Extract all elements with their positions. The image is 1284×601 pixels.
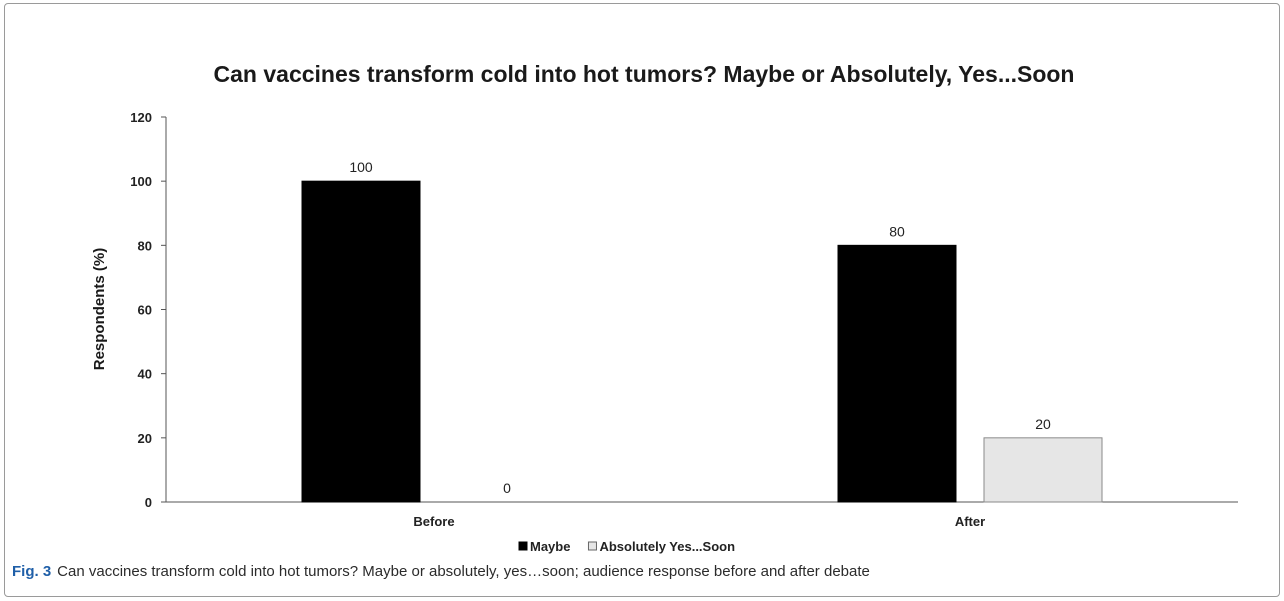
x-ticks: Before After xyxy=(413,514,985,529)
y-tick-label: 100 xyxy=(130,174,152,189)
y-tick-label: 20 xyxy=(138,431,152,446)
legend: Maybe Absolutely Yes...Soon xyxy=(518,539,735,554)
bar xyxy=(983,437,1103,503)
bar xyxy=(301,180,421,503)
chart-title: Can vaccines transform cold into hot tum… xyxy=(214,61,1075,87)
x-tick-label: Before xyxy=(413,514,454,529)
legend-swatch xyxy=(518,541,528,551)
data-labels: 100 0 80 20 xyxy=(349,159,1051,496)
y-tick-label: 60 xyxy=(138,303,152,318)
legend-label: Maybe xyxy=(530,539,570,554)
data-label: 100 xyxy=(349,159,373,175)
y-axis-label: Respondents (%) xyxy=(91,248,108,371)
data-label: 20 xyxy=(1035,416,1051,432)
y-ticks: 0 20 40 60 80 100 120 xyxy=(130,110,166,510)
legend-label: Absolutely Yes...Soon xyxy=(599,539,735,554)
caption-text: Can vaccines transform cold into hot tum… xyxy=(57,563,870,580)
caption-label: Fig. 3 xyxy=(12,563,52,580)
x-tick-label: After xyxy=(955,514,985,529)
data-label: 80 xyxy=(889,223,905,239)
figure-caption: Fig. 3 Can vaccines transform cold into h… xyxy=(12,563,1272,580)
y-tick-label: 0 xyxy=(145,495,152,510)
y-tick-label: 120 xyxy=(130,110,152,125)
bar xyxy=(837,244,957,503)
figure-frame xyxy=(4,3,1280,597)
data-label: 0 xyxy=(503,480,511,496)
y-tick-label: 80 xyxy=(138,238,152,253)
bars xyxy=(301,180,1103,503)
legend-swatch xyxy=(587,541,597,551)
y-tick-label: 40 xyxy=(138,367,152,382)
